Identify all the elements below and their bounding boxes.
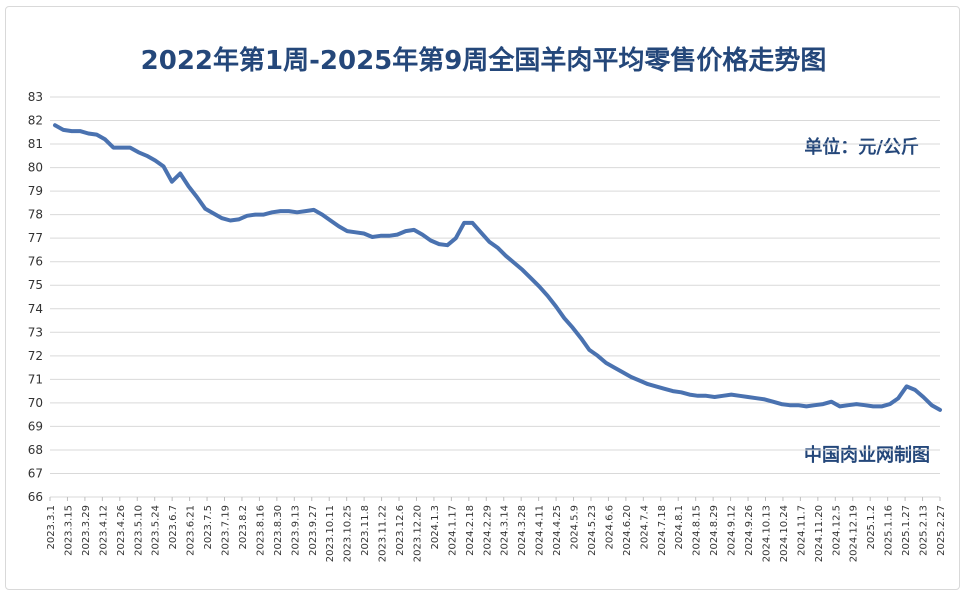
y-tick-label: 83 bbox=[28, 90, 43, 104]
unit-label: 单位：元/公斤 bbox=[804, 137, 919, 158]
x-tick-label: 2024.10.13 bbox=[761, 505, 772, 562]
x-tick-label: 2023.7.5 bbox=[203, 505, 214, 550]
x-tick-label: 2023.4.26 bbox=[116, 505, 127, 556]
series-line bbox=[53, 123, 942, 412]
chart-title: 2022年第1周-2025年第9周全国羊肉平均零售价格走势图 bbox=[140, 46, 827, 76]
x-tick-label: 2025.1.27 bbox=[901, 505, 912, 556]
y-tick-label: 69 bbox=[28, 419, 43, 433]
y-tick-label: 66 bbox=[28, 490, 43, 504]
y-tick-label: 78 bbox=[28, 208, 43, 222]
x-tick-label: 2023.12.20 bbox=[412, 505, 423, 562]
x-tick-label: 2024.3.14 bbox=[500, 505, 511, 556]
x-tick-label: 2024.5.9 bbox=[570, 505, 581, 550]
x-axis: 2023.3.1 2023.3.15 2023.3.29 2023.4.12 2023.… bbox=[46, 497, 947, 562]
y-tick-label: 81 bbox=[28, 137, 43, 151]
x-tick-label: 2023.8.16 bbox=[255, 505, 266, 556]
chart-frame bbox=[5, 6, 960, 590]
x-tick-label: 2023.10.25 bbox=[343, 505, 354, 562]
x-tick-label: 2024.1.3 bbox=[430, 505, 441, 550]
x-tick-label: 2024.8.29 bbox=[709, 505, 720, 556]
y-axis: 66 67 68 69 70 71 72 73 74 75 76 77 78 79 80 81 82 83 bbox=[28, 90, 43, 504]
y-tick-label: 74 bbox=[28, 302, 43, 316]
x-tick-label: 2023.9.27 bbox=[308, 505, 319, 556]
x-tick-label: 2024.11.7 bbox=[796, 505, 807, 556]
x-tick-label: 2024.8.15 bbox=[692, 505, 703, 556]
x-tick-label: 2024.9.26 bbox=[744, 505, 755, 556]
y-tick-label: 71 bbox=[28, 372, 43, 386]
y-tick-label: 79 bbox=[28, 184, 43, 198]
x-tick-label: 2023.12.6 bbox=[395, 505, 406, 556]
x-tick-label: 2024.12.5 bbox=[831, 505, 842, 556]
x-tick-label: 2024.9.12 bbox=[727, 505, 738, 556]
x-tick-label: 2024.10.24 bbox=[779, 505, 790, 562]
x-tick-label: 2023.5.24 bbox=[151, 505, 162, 556]
x-tick-label: 2024.5.23 bbox=[587, 505, 598, 556]
x-tick-label: 2023.6.21 bbox=[186, 505, 197, 556]
y-tick-label: 76 bbox=[28, 255, 43, 269]
y-tick-label: 73 bbox=[28, 325, 43, 339]
x-tick-label: 2024.8.1 bbox=[674, 505, 685, 550]
x-tick-label: 2023.5.10 bbox=[133, 505, 144, 556]
x-tick-label: 2024.7.4 bbox=[639, 505, 650, 550]
x-tick-label: 2023.8.2 bbox=[238, 505, 249, 550]
y-tick-label: 80 bbox=[28, 161, 43, 175]
x-tick-label: 2024.3.28 bbox=[517, 505, 528, 556]
x-tick-label: 2025.1.16 bbox=[884, 505, 895, 556]
y-tick-label: 67 bbox=[28, 466, 43, 480]
x-tick-label: 2023.10.11 bbox=[325, 505, 336, 562]
y-tick-label: 72 bbox=[28, 349, 43, 363]
x-tick-label: 2025.2.13 bbox=[919, 505, 930, 556]
x-tick-label: 2024.2.29 bbox=[482, 505, 493, 556]
y-tick-label: 68 bbox=[28, 443, 43, 457]
y-tick-label: 77 bbox=[28, 231, 43, 245]
y-tick-label: 82 bbox=[28, 114, 43, 128]
x-tick-label: 2023.7.19 bbox=[221, 505, 232, 556]
x-tick-label: 2023.3.15 bbox=[63, 505, 74, 556]
x-tick-label: 2023.8.30 bbox=[273, 505, 284, 556]
y-tick-label: 70 bbox=[28, 396, 43, 410]
gridlines bbox=[50, 96, 940, 498]
y-tick-label: 75 bbox=[28, 278, 43, 292]
x-tick-label: 2023.4.12 bbox=[98, 505, 109, 556]
x-tick-label: 2024.6.6 bbox=[604, 505, 615, 550]
x-tick-label: 2024.4.25 bbox=[552, 505, 563, 556]
x-tick-label: 2024.4.11 bbox=[535, 505, 546, 556]
x-tick-label: 2024.12.19 bbox=[849, 505, 860, 562]
x-tick-label: 2025.1.2 bbox=[866, 505, 877, 550]
x-tick-label: 2024.7.18 bbox=[657, 505, 668, 556]
x-tick-label: 2023.3.1 bbox=[46, 505, 57, 550]
plot-area bbox=[53, 123, 942, 412]
x-tick-label: 2024.1.17 bbox=[447, 505, 458, 556]
x-tick-label: 2024.2.18 bbox=[465, 505, 476, 556]
x-tick-label: 2024.11.20 bbox=[814, 505, 825, 562]
x-tick-label: 2023.9.13 bbox=[290, 505, 301, 556]
x-tick-label: 2023.11.8 bbox=[360, 505, 371, 556]
x-tick-label: 2025.2.27 bbox=[936, 505, 947, 556]
x-tick-label: 2023.11.22 bbox=[378, 505, 389, 562]
x-tick-label: 2023.6.7 bbox=[168, 505, 179, 550]
x-tick-label: 2024.6.20 bbox=[622, 505, 633, 556]
x-tick-label: 2023.3.29 bbox=[81, 505, 92, 556]
